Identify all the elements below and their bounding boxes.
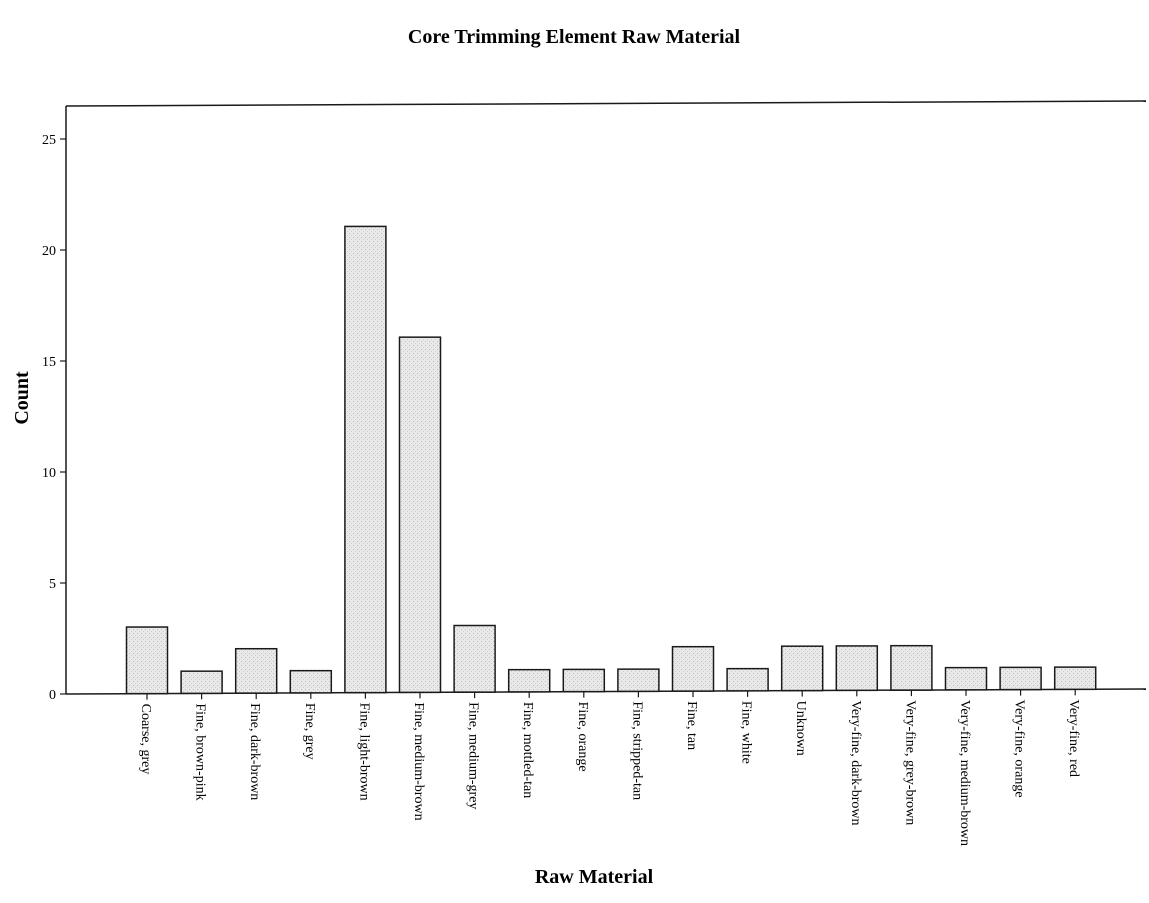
x-category-label: Fine, mottled-tan: [520, 702, 535, 798]
x-category-label: Very-fine, red: [1066, 699, 1081, 777]
x-category-label: Fine, tan: [684, 701, 699, 750]
bar: [944, 666, 988, 691]
bar: [453, 624, 496, 693]
y-tick-label: 15: [42, 355, 56, 370]
x-category-label: Fine, white: [739, 701, 754, 764]
bar: [125, 626, 169, 695]
x-category-label: Very-fine, dark-brown: [848, 700, 863, 825]
bar: [890, 644, 933, 691]
x-category-label: Very-fine, orange: [1012, 700, 1027, 798]
bar: [398, 336, 442, 694]
chart-title: Core Trimming Element Raw Material: [408, 26, 741, 48]
bar: [1053, 666, 1097, 691]
bar: [180, 670, 223, 695]
x-category-label: Fine, stripped-tan: [629, 701, 644, 800]
x-category-label: Fine, brown-pink: [193, 703, 208, 800]
x-category-label: Coarse, grey: [138, 704, 153, 775]
y-axis-title: Count: [11, 371, 33, 425]
bar: [507, 668, 551, 693]
y-tick-label: 25: [42, 133, 56, 148]
bar: [617, 668, 660, 693]
y-tick-label: 0: [49, 688, 56, 703]
plot-frame: [65, 100, 1147, 695]
plot-top-border: [65, 100, 1147, 107]
bar: [999, 666, 1042, 691]
x-category-label: Fine, grey: [302, 703, 317, 760]
y-tick-label: 10: [42, 466, 56, 481]
bars-group: [125, 225, 1097, 695]
bar: [289, 669, 333, 694]
y-tick-label: 5: [49, 577, 56, 592]
x-category-label: Fine, light-brown: [356, 703, 371, 801]
bar: [671, 645, 715, 692]
bar: [780, 645, 824, 692]
x-axis-title: Raw Material: [535, 866, 654, 888]
x-category-label: Fine, orange: [575, 702, 590, 772]
x-category-label: Very-fine, grey-brown: [902, 700, 917, 825]
x-category-label: Very-fine, medium-brown: [957, 700, 972, 846]
x-axis-labels: Coarse, grey Fine, brown-pink Fine, dark-b…: [138, 689, 1081, 846]
bar: [344, 225, 387, 694]
x-category-label: Fine, dark-brown: [247, 703, 262, 800]
bar: [835, 645, 879, 692]
x-category-label: Unknown: [793, 701, 808, 756]
bar: [234, 647, 278, 694]
y-tick-label: 20: [42, 244, 56, 259]
bar: [726, 667, 769, 692]
y-axis-ticks: 0 5 10 15 20 25: [42, 133, 66, 703]
x-category-label: Fine, medium-grey: [466, 702, 481, 809]
x-category-label: Fine, medium-brown: [411, 702, 426, 820]
bar: [562, 668, 606, 693]
